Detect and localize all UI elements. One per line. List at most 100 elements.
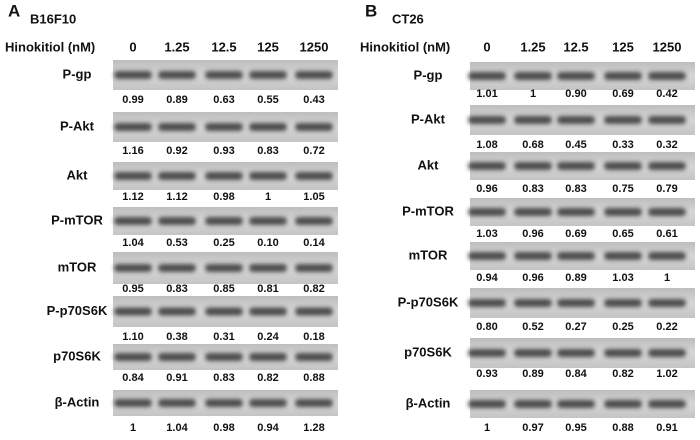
protein-label: P-Akt — [411, 111, 446, 126]
blot-band — [604, 299, 642, 307]
dose: 125 — [612, 39, 634, 54]
quantification: 0.88 — [303, 372, 324, 384]
blot-band — [557, 208, 595, 216]
blot-band — [604, 72, 642, 80]
blot-band — [557, 400, 595, 408]
quantification: 0.94 — [476, 272, 498, 284]
quantification: 0.95 — [565, 422, 586, 434]
blot-band — [158, 123, 196, 131]
dose: 1250 — [300, 39, 329, 54]
quantification: 0.90 — [565, 88, 586, 100]
blot-band — [205, 264, 243, 272]
quantification: 0.42 — [656, 88, 677, 100]
dose: 125 — [257, 39, 279, 54]
quantification: 0.52 — [522, 321, 543, 333]
blot-band — [114, 71, 152, 79]
blot-band — [604, 400, 642, 408]
quantification: 0.85 — [213, 283, 234, 295]
quantification: 1 — [130, 422, 136, 434]
quantification: 0.91 — [166, 372, 187, 384]
protein-label: p70S6K — [53, 348, 101, 363]
quantification: 1.01 — [476, 88, 497, 100]
quantification: 0.25 — [213, 237, 234, 249]
quantification: 1.12 — [122, 191, 143, 203]
blot-band — [205, 71, 243, 79]
quantification: 0.69 — [565, 228, 586, 240]
quantification: 0.95 — [122, 283, 143, 295]
blot-band — [468, 252, 506, 260]
quantification: 0.93 — [213, 145, 234, 157]
blot-band — [468, 299, 506, 307]
dose: 12.5 — [563, 39, 588, 54]
quantification: 1 — [265, 191, 271, 203]
quantification: 0.27 — [565, 321, 586, 333]
blot-band — [295, 123, 333, 131]
blot-band — [557, 252, 595, 260]
quantification: 0.31 — [213, 331, 234, 343]
quantification: 0.65 — [612, 228, 633, 240]
blot-band — [604, 162, 642, 170]
quantification: 0.82 — [303, 283, 324, 295]
quantification: 0.22 — [656, 321, 677, 333]
quantification: 0.98 — [213, 191, 234, 203]
blot-band — [604, 252, 642, 260]
quantification: 0.18 — [303, 331, 324, 343]
dose: 0 — [129, 39, 136, 54]
protein-label: P-gp — [414, 67, 443, 82]
blot-band — [249, 217, 287, 225]
quantification: 0.24 — [257, 331, 279, 343]
blot-band — [648, 208, 686, 216]
blot-band — [557, 349, 595, 357]
quantification: 1 — [484, 422, 490, 434]
quantification: 1.03 — [612, 272, 633, 284]
quantification: 0.68 — [522, 139, 543, 151]
quantification: 0.25 — [612, 321, 633, 333]
dose: 0 — [483, 39, 490, 54]
quantification: 0.83 — [257, 145, 278, 157]
blot-band — [249, 172, 287, 180]
quantification: 0.82 — [612, 368, 633, 380]
blot-band — [249, 264, 287, 272]
protein-label: β-Actin — [55, 394, 100, 409]
blot-band — [468, 116, 506, 124]
blot-band — [514, 116, 552, 124]
blot-band — [468, 349, 506, 357]
quantification: 0.10 — [257, 237, 278, 249]
panel-label: A — [8, 1, 20, 20]
quantification: 1.04 — [122, 237, 144, 249]
blot-band — [249, 353, 287, 361]
blot-band — [249, 123, 287, 131]
protein-label: P-mTOR — [402, 203, 454, 218]
dose: 1.25 — [164, 39, 189, 54]
blot-band — [158, 172, 196, 180]
blot-band — [205, 172, 243, 180]
protein-label: Akt — [418, 157, 440, 172]
blot-band — [114, 353, 152, 361]
quantification: 0.75 — [612, 183, 633, 195]
quantification: 0.99 — [122, 94, 143, 106]
quantification: 0.93 — [476, 368, 497, 380]
blot-band — [514, 400, 552, 408]
blot-band — [158, 217, 196, 225]
quantification: 0.96 — [522, 272, 543, 284]
blot-band — [648, 252, 686, 260]
quantification: 0.94 — [257, 422, 279, 434]
blot-band — [158, 353, 196, 361]
quantification: 0.89 — [522, 368, 543, 380]
blot-band — [557, 72, 595, 80]
cell-line: B16F10 — [30, 11, 76, 26]
quantification: 1.02 — [656, 368, 677, 380]
blot-band — [114, 399, 152, 407]
protein-label: P-gp — [63, 66, 92, 81]
blot-band — [158, 399, 196, 407]
quantification: 0.53 — [166, 237, 187, 249]
quantification: 0.97 — [522, 422, 543, 434]
quantification: 1.04 — [166, 422, 188, 434]
quantification: 0.88 — [612, 422, 633, 434]
blot-band — [514, 349, 552, 357]
blot-band — [114, 172, 152, 180]
quantification: 0.83 — [522, 183, 543, 195]
quantification: 0.92 — [166, 145, 187, 157]
protein-label: p70S6K — [404, 344, 452, 359]
blot-band — [114, 123, 152, 131]
